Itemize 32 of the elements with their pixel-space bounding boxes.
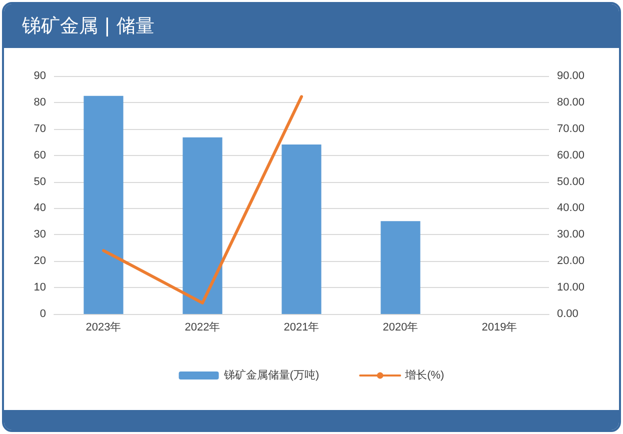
x-tick-label: 2023年 <box>86 322 122 334</box>
y2-tick-label: 0.00 <box>557 308 578 320</box>
y2-tick-label: 20.00 <box>557 255 585 268</box>
chart-title: 锑矿金属 | 储量 <box>22 14 154 39</box>
bar <box>282 144 322 314</box>
x-tick-label: 2019年 <box>482 322 518 334</box>
y2-tick-label: 80.00 <box>557 96 585 108</box>
y-tick-label: 20 <box>34 255 46 268</box>
y-tick-label: 40 <box>34 202 46 214</box>
y-tick-label: 30 <box>34 228 46 241</box>
legend-label: 增长(%) <box>404 368 444 382</box>
legend-label: 锑矿金属储量(万吨) <box>222 368 320 382</box>
y-tick-label: 0 <box>40 308 46 320</box>
y2-tick-label: 10.00 <box>557 282 585 294</box>
bar <box>380 221 420 314</box>
y-tick-label: 50 <box>34 176 46 188</box>
y2-tick-label: 50.00 <box>557 176 585 188</box>
y-tick-label: 90 <box>34 70 46 82</box>
bar <box>182 137 222 314</box>
bar <box>84 96 124 314</box>
y-tick-label: 10 <box>34 282 46 294</box>
x-tick-label: 2020年 <box>382 322 418 334</box>
y2-tick-label: 70.00 <box>557 122 585 135</box>
y2-tick-label: 30.00 <box>557 228 585 241</box>
y-tick-label: 80 <box>34 96 46 108</box>
y-tick-label: 60 <box>34 149 46 162</box>
y2-tick-label: 40.00 <box>557 202 585 214</box>
y2-tick-label: 60.00 <box>557 149 585 162</box>
y-tick-label: 70 <box>34 122 46 135</box>
x-tick-label: 2021年 <box>284 322 320 334</box>
y2-tick-label: 90.00 <box>557 70 585 82</box>
x-tick-label: 2022年 <box>184 322 220 334</box>
